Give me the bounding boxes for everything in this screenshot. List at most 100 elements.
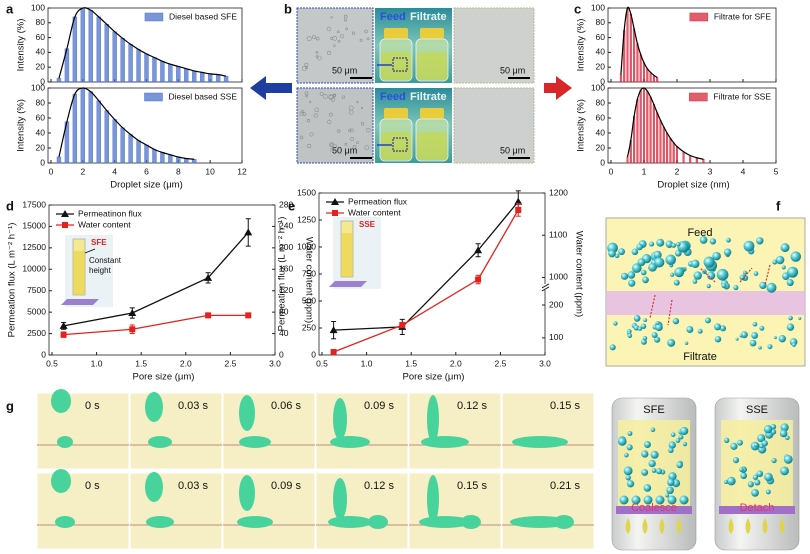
legend-marker <box>62 222 68 228</box>
droplet <box>626 444 633 451</box>
droplet <box>699 236 708 244</box>
droplet <box>665 240 674 248</box>
droplet <box>781 265 786 270</box>
droplet <box>620 272 629 280</box>
x-tick-label: 1.5 <box>135 358 147 368</box>
y2-tick-label: 80 <box>279 306 289 316</box>
droplet <box>756 237 764 245</box>
scale-bar-label: 50 μm <box>332 65 357 75</box>
time-label: 0.12 s <box>457 400 487 412</box>
droplet <box>787 266 799 278</box>
time-label: 0.09 s <box>364 400 394 412</box>
droplet <box>788 315 793 321</box>
axis-break <box>541 283 550 289</box>
permeate-drop <box>779 518 785 534</box>
micro-droplet <box>327 119 332 124</box>
neighbor-droplet <box>368 515 388 529</box>
x-tick-label: 5 <box>774 166 779 176</box>
bar <box>56 156 62 164</box>
droplet <box>724 437 730 443</box>
legend-marker <box>332 210 338 216</box>
legend-label: Water content <box>78 219 131 229</box>
bottle-cap <box>420 28 444 39</box>
y2-tick-label: 280 <box>279 199 293 209</box>
arrow <box>544 76 572 100</box>
droplet <box>643 441 651 448</box>
feed-label: Feed <box>380 11 406 23</box>
bar <box>675 146 679 164</box>
axis-break <box>543 283 549 290</box>
marker <box>205 312 212 319</box>
bar <box>636 43 639 83</box>
process-label: Detach <box>740 502 775 514</box>
droplet <box>679 495 689 505</box>
micro-droplet <box>317 55 322 61</box>
legend-label: Diesel based SFE <box>169 11 237 21</box>
droplet <box>773 336 777 340</box>
scale-bar-label: 50 μm <box>332 145 357 155</box>
video-frame <box>222 392 316 470</box>
x-tick-label: 4 <box>741 166 746 176</box>
marker <box>330 349 337 356</box>
droplet <box>714 335 722 343</box>
marker <box>128 309 137 316</box>
droplet <box>766 282 777 293</box>
y-tick-label: 5000 <box>27 306 46 316</box>
droplet <box>706 283 711 289</box>
base-droplet <box>328 516 372 528</box>
y-tick-label: 1250 <box>297 214 316 224</box>
droplet <box>650 450 659 459</box>
series-line <box>63 314 249 336</box>
y-tick-label: 100 <box>31 82 45 92</box>
droplet <box>636 243 643 251</box>
droplet <box>742 270 748 275</box>
micro-droplet <box>309 132 314 137</box>
video-frame <box>129 472 223 550</box>
droplet <box>785 435 790 441</box>
droplet <box>655 321 660 325</box>
droplet <box>761 440 768 447</box>
bar <box>96 100 101 164</box>
x-tick-label: 1.0 <box>91 358 103 368</box>
droplet <box>703 256 715 268</box>
bar <box>652 104 655 164</box>
marker <box>204 273 213 281</box>
inset-liquid <box>341 233 353 277</box>
membrane <box>606 291 805 315</box>
panel-label: f <box>776 198 781 213</box>
y-tick-label: 40 <box>36 127 46 137</box>
micro-droplet <box>356 100 359 104</box>
y2-tick-label: 1100 <box>549 229 568 239</box>
filtrate-label: Filtrate <box>410 91 447 103</box>
droplet <box>651 331 658 338</box>
bar <box>629 13 632 83</box>
droplet <box>648 459 656 468</box>
base-droplet <box>512 436 568 448</box>
y-tick-label: 80 <box>596 97 606 107</box>
x-tick-label: 0.5 <box>46 358 58 368</box>
droplet <box>680 426 689 436</box>
droplet <box>754 443 759 448</box>
series-line <box>333 209 519 353</box>
y2-axis-label: Water content (ppm) <box>303 237 314 323</box>
marker <box>245 312 252 319</box>
droplet <box>627 271 636 279</box>
droplet <box>751 332 759 339</box>
panel-label: g <box>6 398 14 413</box>
bar <box>626 7 629 83</box>
y-tick-label: 60 <box>36 112 46 122</box>
bar <box>200 72 205 83</box>
micro-droplet <box>306 36 312 42</box>
droplet <box>627 333 633 339</box>
panel-label: d <box>6 198 14 213</box>
x-tick-label: 3.0 <box>539 358 551 368</box>
droplet <box>666 486 674 495</box>
bar <box>669 138 672 164</box>
x-tick-label: 12 <box>237 166 247 176</box>
y-tick-label: 15000 <box>22 221 46 231</box>
y-tick-label: 40 <box>596 127 606 137</box>
legend-label: Permeation flux <box>348 196 408 206</box>
micro-droplet <box>329 147 335 153</box>
y-tick-label: 60 <box>596 112 606 122</box>
fit-curve <box>620 6 658 79</box>
